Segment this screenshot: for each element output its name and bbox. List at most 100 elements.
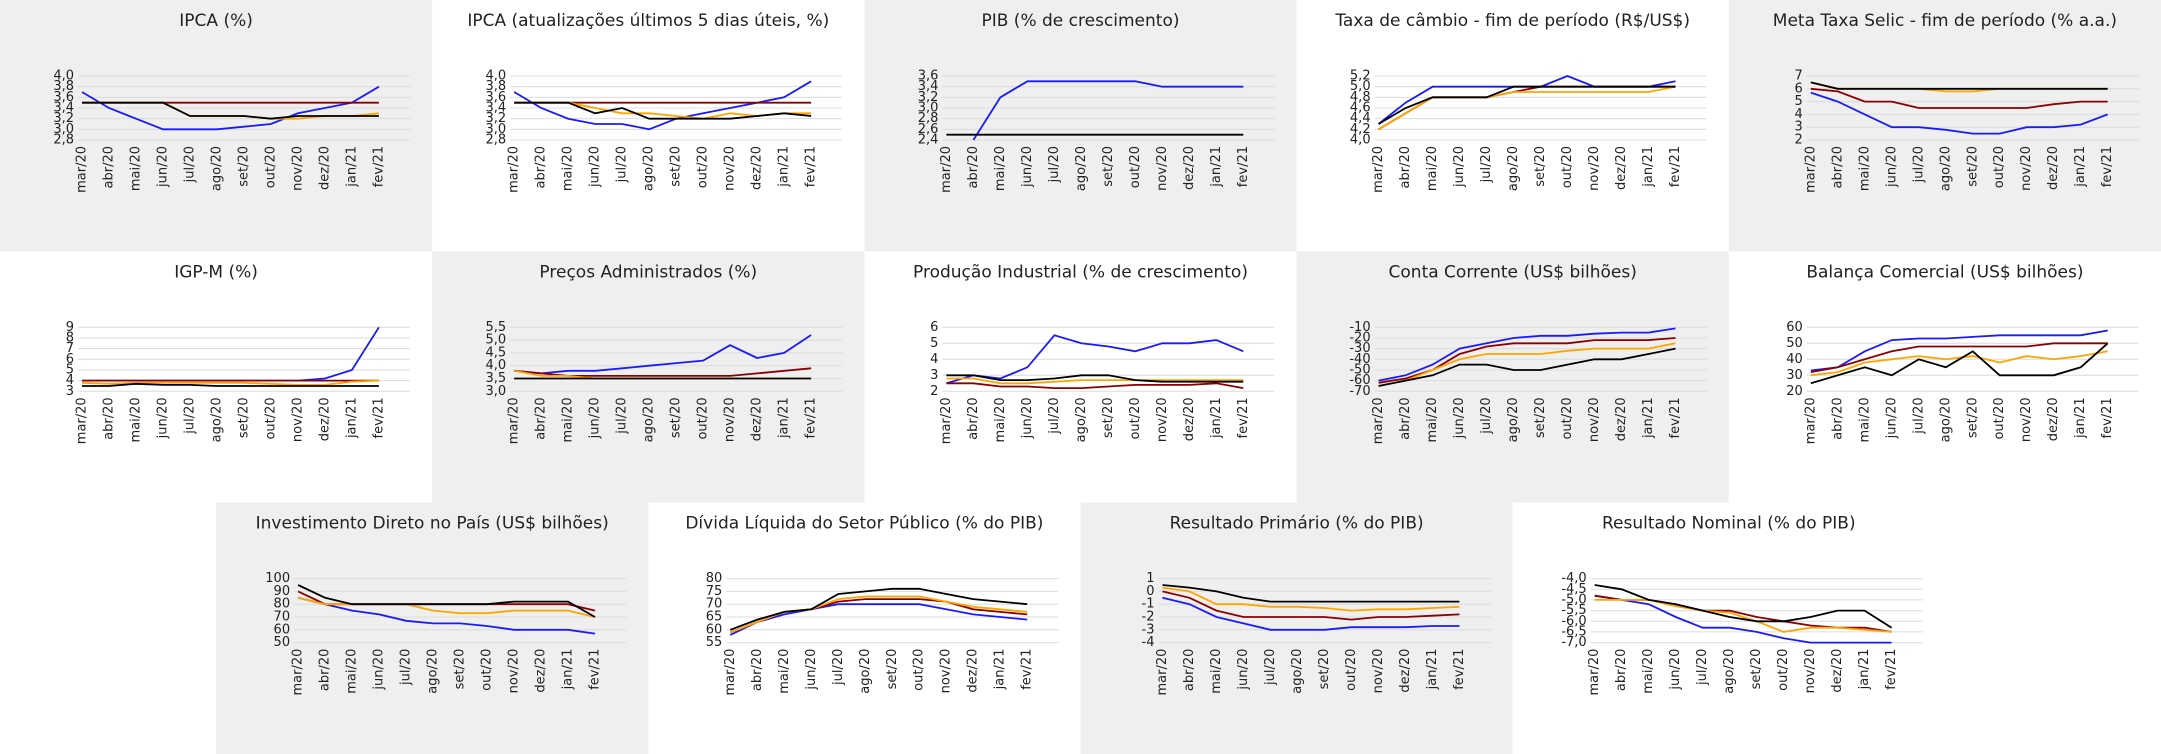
x-tick-label: fev/21: [588, 649, 603, 690]
x-tick-label: set/20: [1317, 649, 1332, 690]
x-tick-label: ago/20: [1938, 146, 1953, 191]
x-tick-label: jan/21: [344, 397, 359, 439]
x-tick-label: out/20: [1128, 397, 1143, 439]
x-tick-label: dez/20: [1182, 146, 1197, 190]
chart-panel: Resultado Primário (% do PIB) -4-3-2-101 m…: [1080, 502, 1513, 754]
x-tick-label: abr/20: [1830, 397, 1845, 440]
x-tick-label: nov/20: [1587, 146, 1602, 191]
x-tick-label: dez/20: [317, 397, 332, 441]
y-tick-label: 3,5: [486, 371, 507, 386]
x-tick-label: jun/20: [588, 146, 603, 188]
x-tick-label: nov/20: [1587, 397, 1602, 442]
x-tick-label: jan/21: [777, 146, 792, 188]
x-tick-label: mai/20: [777, 649, 792, 694]
x-tick-label: out/20: [480, 649, 495, 691]
x-tick-label: fev/21: [1668, 397, 1683, 438]
x-tick-label: set/20: [236, 146, 251, 187]
x-tick-label: abr/20: [1398, 397, 1413, 440]
x-tick-label: nov/20: [723, 146, 738, 191]
line-series: [514, 334, 812, 375]
x-tick-label: abr/20: [101, 397, 116, 440]
line-series: [1810, 81, 2108, 90]
x-tick-label: ago/20: [426, 649, 441, 694]
x-tick-label: jan/21: [1857, 649, 1872, 691]
x-tick-label: jul/20: [1695, 649, 1710, 686]
x-tick-label: jun/20: [1884, 146, 1899, 188]
x-tick-label: jan/21: [1641, 146, 1656, 188]
panel-background: [864, 0, 1297, 252]
x-tick-label: set/20: [669, 146, 684, 187]
x-tick-label: out/20: [263, 146, 278, 188]
y-tick-label: 55: [706, 635, 723, 650]
x-tick-label: fev/21: [1668, 146, 1683, 187]
x-tick-label: out/20: [912, 649, 927, 691]
x-tick-label: jul/20: [1479, 146, 1494, 183]
x-tick-label: mai/20: [1641, 649, 1656, 694]
x-tick-label: jun/20: [372, 649, 387, 691]
line-series: [1594, 594, 1892, 644]
y-tick-label: 3,6: [486, 90, 507, 105]
y-tick-label: 4,0: [53, 69, 74, 84]
panel-background: [1296, 251, 1729, 503]
y-tick-label: 5,2: [1350, 69, 1371, 84]
x-tick-label: jun/20: [155, 397, 170, 439]
y-tick-label: 6: [930, 320, 938, 335]
x-tick-label: nov/20: [939, 649, 954, 694]
line-series: [1810, 329, 2108, 372]
y-tick-label: 4: [1795, 107, 1803, 122]
x-tick-label: mai/20: [345, 649, 360, 694]
x-tick-label: ago/20: [642, 146, 657, 191]
line-series: [1594, 599, 1892, 633]
y-tick-label: 3: [930, 368, 938, 383]
x-tick-label: nov/20: [290, 146, 305, 191]
x-tick-label: jul/20: [399, 649, 414, 686]
y-tick-label: 5: [66, 362, 74, 377]
y-tick-label: 3,2: [918, 90, 939, 105]
chart-title: Dívida Líquida do Setor Público (% do PI…: [685, 514, 1043, 534]
x-tick-label: set/20: [1533, 146, 1548, 187]
line-series: [81, 85, 380, 131]
line-series: [1810, 91, 2109, 135]
y-tick-label: -4: [1142, 635, 1155, 650]
x-tick-label: abr/20: [318, 649, 333, 692]
y-tick-label: 4,5: [486, 345, 507, 360]
x-tick-label: set/20: [1965, 397, 1980, 438]
y-tick-label: 2,8: [918, 111, 939, 126]
x-tick-label: nov/20: [290, 397, 305, 442]
y-tick-label: 75: [706, 584, 723, 599]
line-series: [1378, 327, 1676, 382]
line-series: [1378, 347, 1676, 387]
line-series: [946, 374, 1244, 383]
x-tick-label: fev/21: [371, 397, 386, 438]
x-tick-label: ago/20: [1506, 146, 1521, 191]
chart-title: Resultado Primário (% do PIB): [1170, 514, 1424, 534]
panel-background: [216, 502, 649, 754]
chart-panel: Balança Comercial (US$ bilhões) 203040506…: [1786, 262, 2139, 444]
y-tick-label: 3,0: [53, 122, 74, 137]
y-tick-label: 4,0: [486, 358, 507, 373]
x-tick-label: fev/21: [371, 146, 386, 187]
line-series: [513, 80, 812, 131]
x-tick-label: fev/21: [1452, 649, 1467, 690]
x-tick-label: mai/20: [561, 397, 576, 442]
line-series: [1162, 586, 1460, 612]
y-tick-label: 5,5: [486, 320, 507, 335]
y-tick-label: 3,4: [918, 79, 939, 94]
y-tick-label: 9: [66, 320, 74, 335]
x-tick-label: mar/20: [1371, 397, 1386, 444]
x-tick-label: mar/20: [939, 146, 954, 193]
y-tick-label: 2,6: [918, 122, 939, 137]
x-tick-label: out/20: [696, 397, 711, 439]
line-series: [1378, 342, 1676, 387]
y-tick-label: 60: [274, 622, 291, 637]
line-series: [514, 101, 812, 120]
x-tick-label: out/20: [1992, 146, 2007, 188]
x-tick-label: set/20: [885, 649, 900, 690]
x-tick-label: jun/20: [1020, 146, 1035, 188]
x-tick-label: abr/20: [1830, 146, 1845, 189]
y-tick-label: -6,0: [1561, 614, 1586, 629]
y-tick-label: 4,8: [1350, 90, 1371, 105]
x-tick-label: abr/20: [750, 649, 765, 692]
y-tick-label: 3,0: [486, 122, 507, 137]
y-tick-label: 7: [1795, 69, 1803, 84]
